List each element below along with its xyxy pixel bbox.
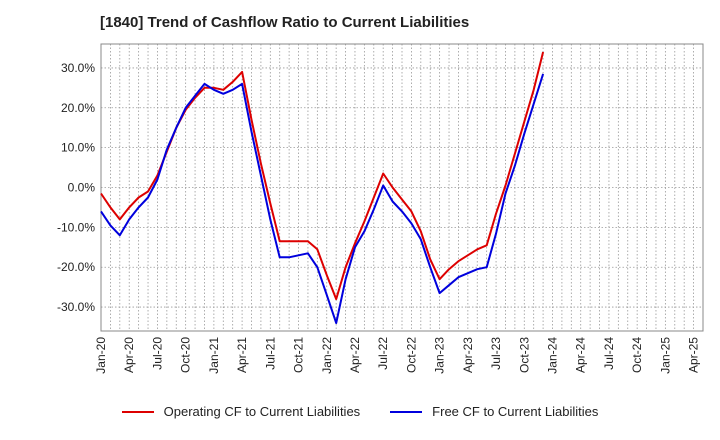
- x-tick-label: Apr-23: [461, 337, 475, 373]
- chart-title: [1840] Trend of Cashflow Ratio to Curren…: [100, 14, 470, 31]
- x-tick-label: Oct-22: [404, 337, 418, 373]
- x-tick-label: Jul-24: [602, 337, 616, 370]
- y-tick-label: 0.0%: [68, 181, 96, 195]
- grid: [101, 44, 703, 331]
- series-line-operating-cf: [100, 51, 545, 301]
- x-axis: Jan-20 Apr-20 Jul-20 Oct-20 Jan-21 Apr-21 Jul-…: [94, 337, 701, 374]
- x-tick-label: Jul-21: [263, 337, 277, 370]
- legend-swatch-operating-cf: [121, 410, 154, 413]
- x-tick-label: Jan-20: [94, 337, 108, 374]
- x-tick-label: Jan-22: [320, 337, 334, 374]
- x-tick-label: Jan-23: [433, 337, 447, 374]
- legend-item-free-cf: Free CF to Current Liabilities: [390, 404, 598, 419]
- x-tick-label: Oct-24: [630, 337, 644, 373]
- y-tick-label: 30.0%: [61, 61, 95, 75]
- x-tick-label: Oct-23: [517, 337, 531, 373]
- x-tick-label: Apr-25: [687, 337, 701, 373]
- y-tick-label: -20.0%: [57, 260, 95, 274]
- x-tick-label: Oct-21: [292, 337, 306, 373]
- series-lines: [100, 51, 545, 324]
- legend: Operating CF to Current Liabilities Free…: [0, 404, 720, 419]
- y-tick-label: -10.0%: [57, 220, 95, 234]
- legend-swatch-free-cf: [390, 410, 423, 413]
- x-tick-label: Jan-25: [658, 337, 672, 374]
- y-tick-label: 10.0%: [61, 141, 95, 155]
- legend-item-operating-cf: Operating CF to Current Liabilities: [121, 404, 361, 419]
- series-line-free-cf: [100, 73, 545, 324]
- y-tick-label: -30.0%: [57, 300, 95, 314]
- x-tick-label: Oct-20: [179, 337, 193, 373]
- x-tick-label: Jan-24: [546, 337, 560, 374]
- y-axis: 30.0% 20.0% 10.0% 0.0% -10.0% -20.0% -30.0%: [57, 61, 95, 314]
- x-tick-label: Jul-20: [150, 337, 164, 370]
- y-tick-label: 20.0%: [61, 101, 95, 115]
- x-tick-label: Apr-22: [348, 337, 362, 373]
- x-tick-label: Jan-21: [207, 337, 221, 374]
- x-tick-label: Apr-24: [574, 337, 588, 373]
- legend-label-operating-cf: Operating CF to Current Liabilities: [163, 404, 361, 419]
- x-tick-label: Apr-20: [122, 337, 136, 373]
- legend-label-free-cf: Free CF to Current Liabilities: [432, 404, 599, 419]
- plot-area: [100, 43, 704, 332]
- x-tick-label: Jul-23: [489, 337, 503, 370]
- x-tick-label: Jul-22: [376, 337, 390, 370]
- x-tick-label: Apr-21: [235, 337, 249, 373]
